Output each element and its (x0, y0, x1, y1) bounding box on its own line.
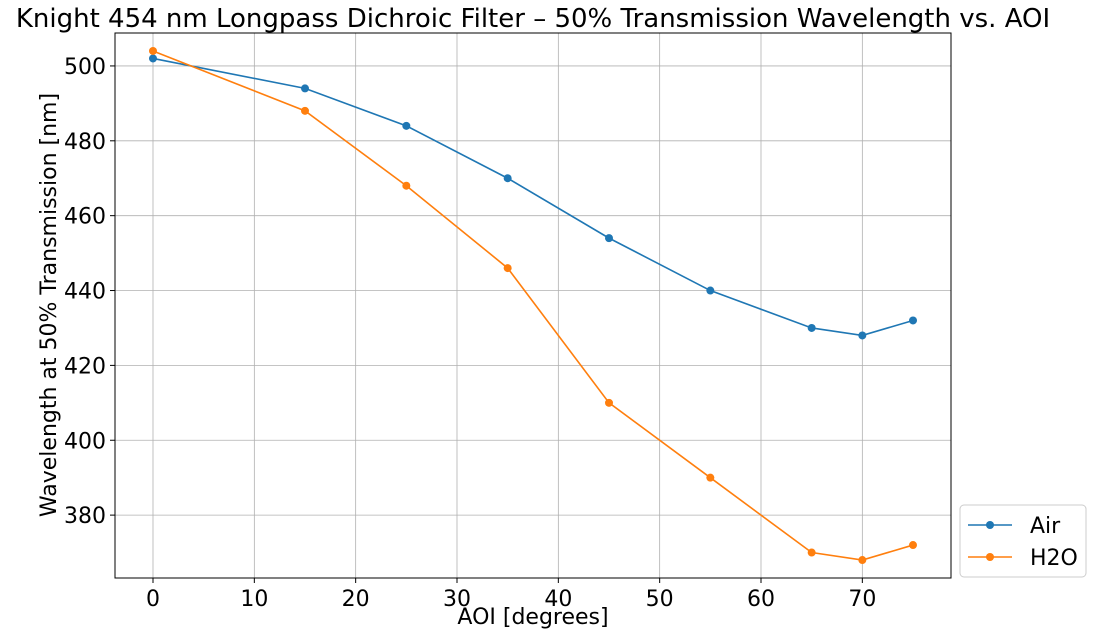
x-tick-label: 60 (747, 587, 775, 612)
data-point (402, 121, 411, 130)
data-point (503, 264, 512, 273)
y-tick-label: 420 (64, 354, 106, 379)
data-point (858, 331, 867, 340)
y-tick-label: 440 (64, 280, 106, 305)
data-point (149, 46, 157, 55)
data-point (909, 316, 917, 325)
legend-label: H2O (1030, 546, 1078, 571)
data-point (706, 286, 715, 295)
legend-item-air: Air (968, 514, 1061, 539)
x-tick-label: 70 (848, 587, 876, 612)
data-point (706, 473, 715, 482)
data-point (858, 556, 867, 565)
y-tick-label: 400 (64, 429, 106, 454)
y-tick-label: 480 (64, 130, 106, 155)
x-tick-label: 40 (544, 587, 572, 612)
x-tick-label: 30 (443, 587, 471, 612)
axis-ticks: 0 10 20 30 40 50 60 70 380 400 420 440 460 480 500 (64, 55, 876, 612)
y-tick-label: 380 (64, 504, 106, 529)
data-point (807, 323, 816, 332)
data-point (605, 234, 613, 243)
data-point (301, 84, 309, 93)
legend: Air H2O (959, 504, 1087, 578)
data-point (605, 398, 613, 407)
y-axis-label: Wavelength at 50% Transmission [nm] (37, 93, 62, 517)
series-h2o (149, 46, 917, 565)
series-air (149, 54, 917, 340)
x-tick-label: 50 (646, 587, 674, 612)
data-point (807, 548, 816, 557)
data-series (149, 46, 917, 565)
legend-marker (986, 553, 994, 561)
x-tick-label: 20 (342, 587, 370, 612)
x-tick-label: 10 (240, 587, 268, 612)
grid (115, 33, 951, 578)
legend-item-h2o: H2O (968, 546, 1078, 571)
data-point (503, 174, 512, 183)
y-tick-label: 500 (64, 55, 106, 80)
data-point (909, 541, 917, 550)
data-point (149, 54, 157, 63)
chart-title: Knight 454 nm Longpass Dichroic Filter –… (16, 4, 1050, 34)
legend-marker (986, 521, 994, 529)
x-axis-label: AOI [degrees] (457, 605, 608, 630)
y-tick-label: 460 (64, 205, 106, 230)
legend-label: Air (1030, 514, 1061, 539)
plot-frame (114, 32, 952, 579)
data-point (402, 181, 411, 190)
data-point (301, 106, 309, 115)
x-tick-label: 0 (146, 587, 160, 612)
